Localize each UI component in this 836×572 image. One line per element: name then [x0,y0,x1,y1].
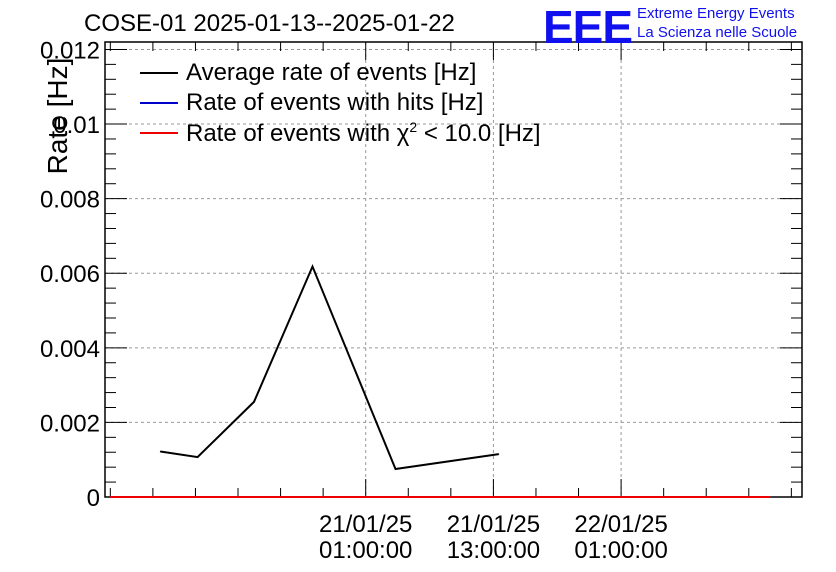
logo-caption: Extreme Energy Events La Scienza nelle S… [637,4,797,42]
x-tick-label-time: 13:00:00 [447,537,540,564]
data-point [159,451,161,452]
legend-label-chi2: Rate of events with χ2 < 10.0 [Hz] [186,119,541,148]
legend-entry-chi2: Rate of events with χ2 < 10.0 [Hz] [140,118,541,148]
data-point [312,266,314,268]
y-tick-label: 0.012 [40,37,100,64]
y-tick-label: 0.004 [40,336,100,363]
legend-chi2-part2: < 10.0 [Hz] [417,119,541,147]
legend-entry-hits: Rate of events with hits [Hz] [140,88,541,118]
x-tick-label-time: 01:00:00 [574,537,667,564]
legend-chi2-symbol: χ [396,119,410,147]
x-tick-label-date: 21/01/25 [319,511,412,538]
x-tick-label-time: 01:00:00 [319,537,412,564]
legend-entry-average: Average rate of events [Hz] [140,58,541,88]
y-tick-label: 0.002 [40,410,100,437]
legend-label-hits: Rate of events with hits [Hz] [186,89,484,116]
data-point [769,496,771,498]
x-tick-label-date: 21/01/25 [447,511,540,538]
legend-swatch-red [140,132,178,134]
legend: Average rate of events [Hz] Rate of even… [140,58,541,148]
series-line-0 [160,263,499,471]
data-point [109,496,111,498]
data-point [253,401,255,403]
y-tick-label: 0.01 [53,112,100,139]
chart-title: COSE-01 2025-01-13--2025-01-22 [84,10,455,37]
logo-caption-line2: La Scienza nelle Scuole [637,24,798,41]
y-tick-label: 0.008 [40,187,100,214]
legend-swatch-blue [140,102,178,104]
legend-chi2-part1: Rate of events with [186,119,397,147]
x-tick-label-date: 22/01/25 [574,511,667,538]
y-axis-label: Rate [Hz] [42,57,73,175]
legend-chi2-exponent: 2 [409,118,418,135]
legend-label-average: Average rate of events [Hz] [186,59,477,86]
y-tick-label: 0.006 [40,261,100,288]
data-point [197,456,199,458]
y-tick-label: 0 [87,485,100,512]
logo-caption-line1: Extreme Energy Events [637,5,795,22]
legend-swatch-black [140,72,178,74]
eee-logo: EEE [543,1,633,53]
data-point [498,453,500,455]
data-point [395,468,397,470]
